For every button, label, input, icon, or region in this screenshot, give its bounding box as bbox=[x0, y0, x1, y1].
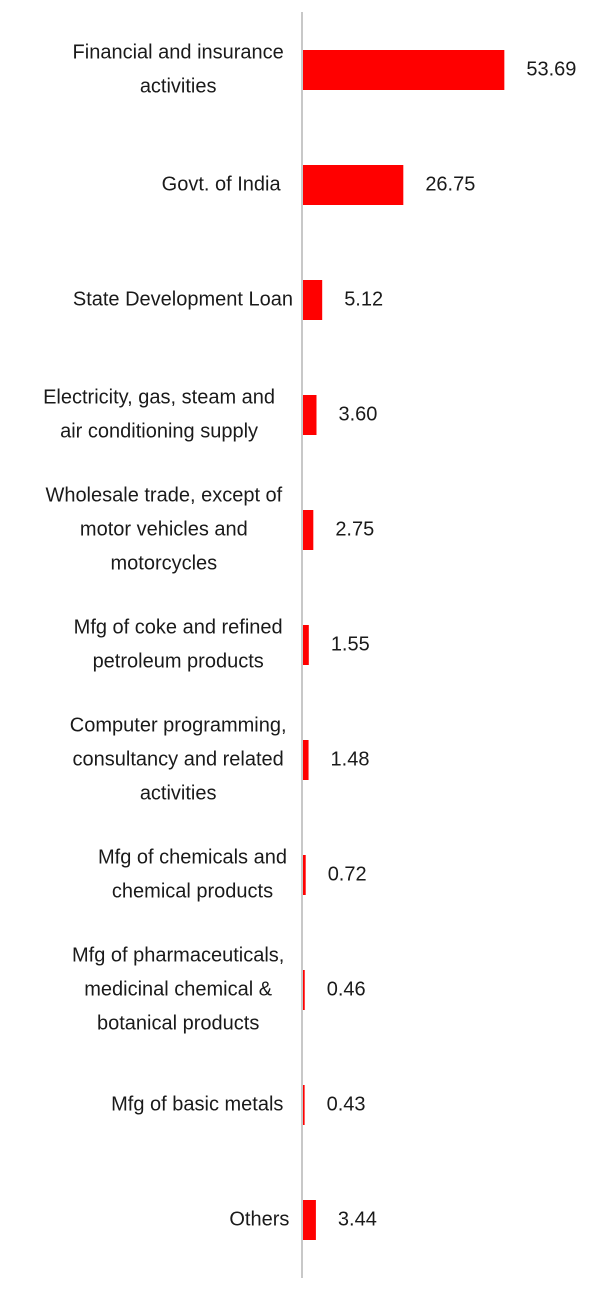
bar bbox=[303, 510, 314, 550]
data-label: 3.60 bbox=[339, 403, 378, 425]
bar bbox=[303, 625, 309, 665]
data-label: 5.12 bbox=[344, 288, 383, 310]
category-label-line: activities bbox=[140, 782, 217, 804]
category-label: Wholesale trade, except of motor vehicles… bbox=[45, 484, 282, 574]
bar bbox=[303, 280, 323, 320]
bar bbox=[303, 855, 306, 895]
category-label-line: Wholesale trade, except of bbox=[45, 484, 282, 506]
category-label: Electricity, gas, steam and air condition… bbox=[43, 386, 275, 442]
category-label-line: consultancy and related bbox=[73, 748, 284, 770]
category-label-line: air conditioning supply bbox=[60, 420, 258, 442]
category-label-line: Mfg of pharmaceuticals, bbox=[72, 944, 284, 966]
category-label: Mfg of chemicals and chemical products bbox=[98, 846, 287, 902]
category-label-line: motor vehicles and bbox=[80, 518, 248, 540]
category-labels-group: Financial and insurance activities Govt. o… bbox=[43, 41, 293, 1230]
value-labels-group: 53.69 26.75 5.12 3.60 2.75 1.55 1.48 0.72 0.46 0.… bbox=[327, 58, 577, 1230]
category-label-line: motorcycles bbox=[110, 552, 217, 574]
data-label: 53.69 bbox=[526, 58, 576, 80]
bar bbox=[303, 970, 305, 1010]
category-label: Financial and insurance activities bbox=[73, 41, 284, 97]
data-label: 1.48 bbox=[331, 748, 370, 770]
category-label-line: Govt. of India bbox=[162, 173, 282, 195]
category-label: Mfg of pharmaceuticals, medicinal chemica… bbox=[72, 944, 284, 1034]
bars-group bbox=[303, 50, 505, 1240]
bar bbox=[303, 740, 309, 780]
data-label: 3.44 bbox=[338, 1208, 377, 1230]
bar bbox=[303, 395, 317, 435]
category-label-line: State Development Loan bbox=[73, 288, 293, 310]
data-label: 0.72 bbox=[328, 863, 367, 885]
category-label-line: Mfg of chemicals and bbox=[98, 846, 287, 868]
category-label-line: Others bbox=[229, 1208, 289, 1230]
category-label-line: petroleum products bbox=[93, 650, 264, 672]
category-label-line: Financial and insurance bbox=[73, 41, 284, 63]
bar bbox=[303, 165, 404, 205]
data-label: 26.75 bbox=[425, 173, 475, 195]
category-label: Mfg of coke and refined petroleum product… bbox=[74, 616, 283, 672]
data-label: 0.46 bbox=[327, 978, 366, 1000]
category-label-line: activities bbox=[140, 75, 217, 97]
category-label: Others bbox=[229, 1208, 289, 1230]
category-label: Computer programming, consultancy and rel… bbox=[70, 714, 287, 804]
bar bbox=[303, 50, 505, 90]
category-label-line: Mfg of coke and refined bbox=[74, 616, 283, 638]
category-label-line: Mfg of basic metals bbox=[111, 1093, 283, 1115]
category-label-line: Computer programming, bbox=[70, 714, 287, 736]
category-label: Mfg of basic metals bbox=[111, 1093, 283, 1115]
category-label-line: Electricity, gas, steam and bbox=[43, 386, 275, 408]
data-label: 1.55 bbox=[331, 633, 370, 655]
category-label-line: chemical products bbox=[112, 880, 273, 902]
category-label-line: botanical products bbox=[97, 1012, 259, 1034]
category-label: Govt. of India bbox=[162, 173, 282, 195]
category-label-line: medicinal chemical & bbox=[84, 978, 273, 1000]
data-label: 2.75 bbox=[335, 518, 374, 540]
bar bbox=[303, 1085, 305, 1125]
bar bbox=[303, 1200, 316, 1240]
data-label: 0.43 bbox=[327, 1093, 366, 1115]
category-label: State Development Loan bbox=[73, 288, 293, 310]
